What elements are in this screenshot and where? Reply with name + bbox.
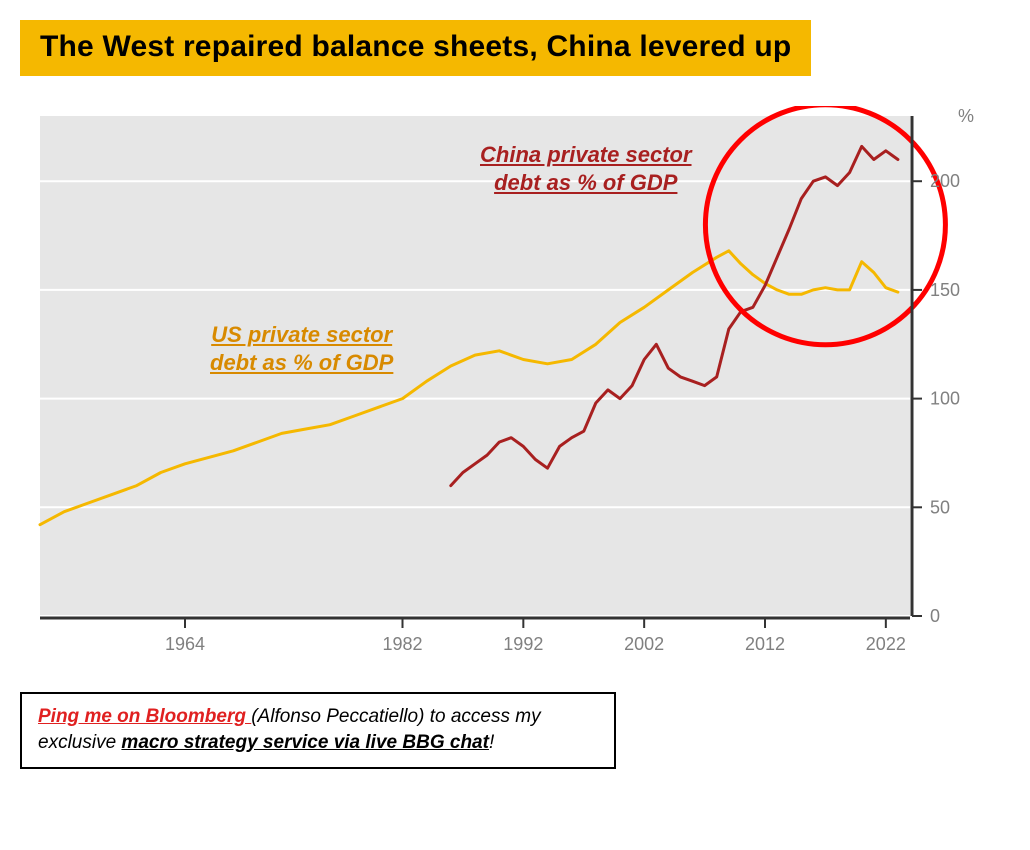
page-title: The West repaired balance sheets, China …: [20, 20, 811, 76]
x-tick-label: 2002: [624, 634, 664, 654]
y-tick-label: 200: [930, 171, 960, 191]
caption-tail: !: [489, 732, 494, 753]
x-tick-label: 1992: [503, 634, 543, 654]
y-unit-label: %: [958, 106, 974, 126]
caption-strong: macro strategy service via live BBG chat: [121, 732, 489, 753]
caption-box: Ping me on Bloomberg (Alfonso Peccatiell…: [20, 692, 616, 769]
chart-container: 196419821992200220122022050100150200% US…: [20, 106, 1010, 666]
y-tick-label: 0: [930, 606, 940, 626]
x-tick-label: 1982: [382, 634, 422, 654]
y-tick-label: 150: [930, 280, 960, 300]
x-tick-label: 2012: [745, 634, 785, 654]
line-chart: 1964 1982 1992 2002 2012 2022 0 50 100 150 200%: [20, 106, 980, 666]
x-tick-label: 1964: [165, 634, 205, 654]
caption-lead: Ping me on Bloomberg: [38, 706, 251, 727]
plot-area: [40, 116, 910, 616]
caption-name: (Alfonso Peccatiello): [251, 706, 429, 727]
y-tick-label: 100: [930, 389, 960, 409]
x-tick-label: 2022: [866, 634, 906, 654]
y-tick-label: 50: [930, 497, 950, 517]
